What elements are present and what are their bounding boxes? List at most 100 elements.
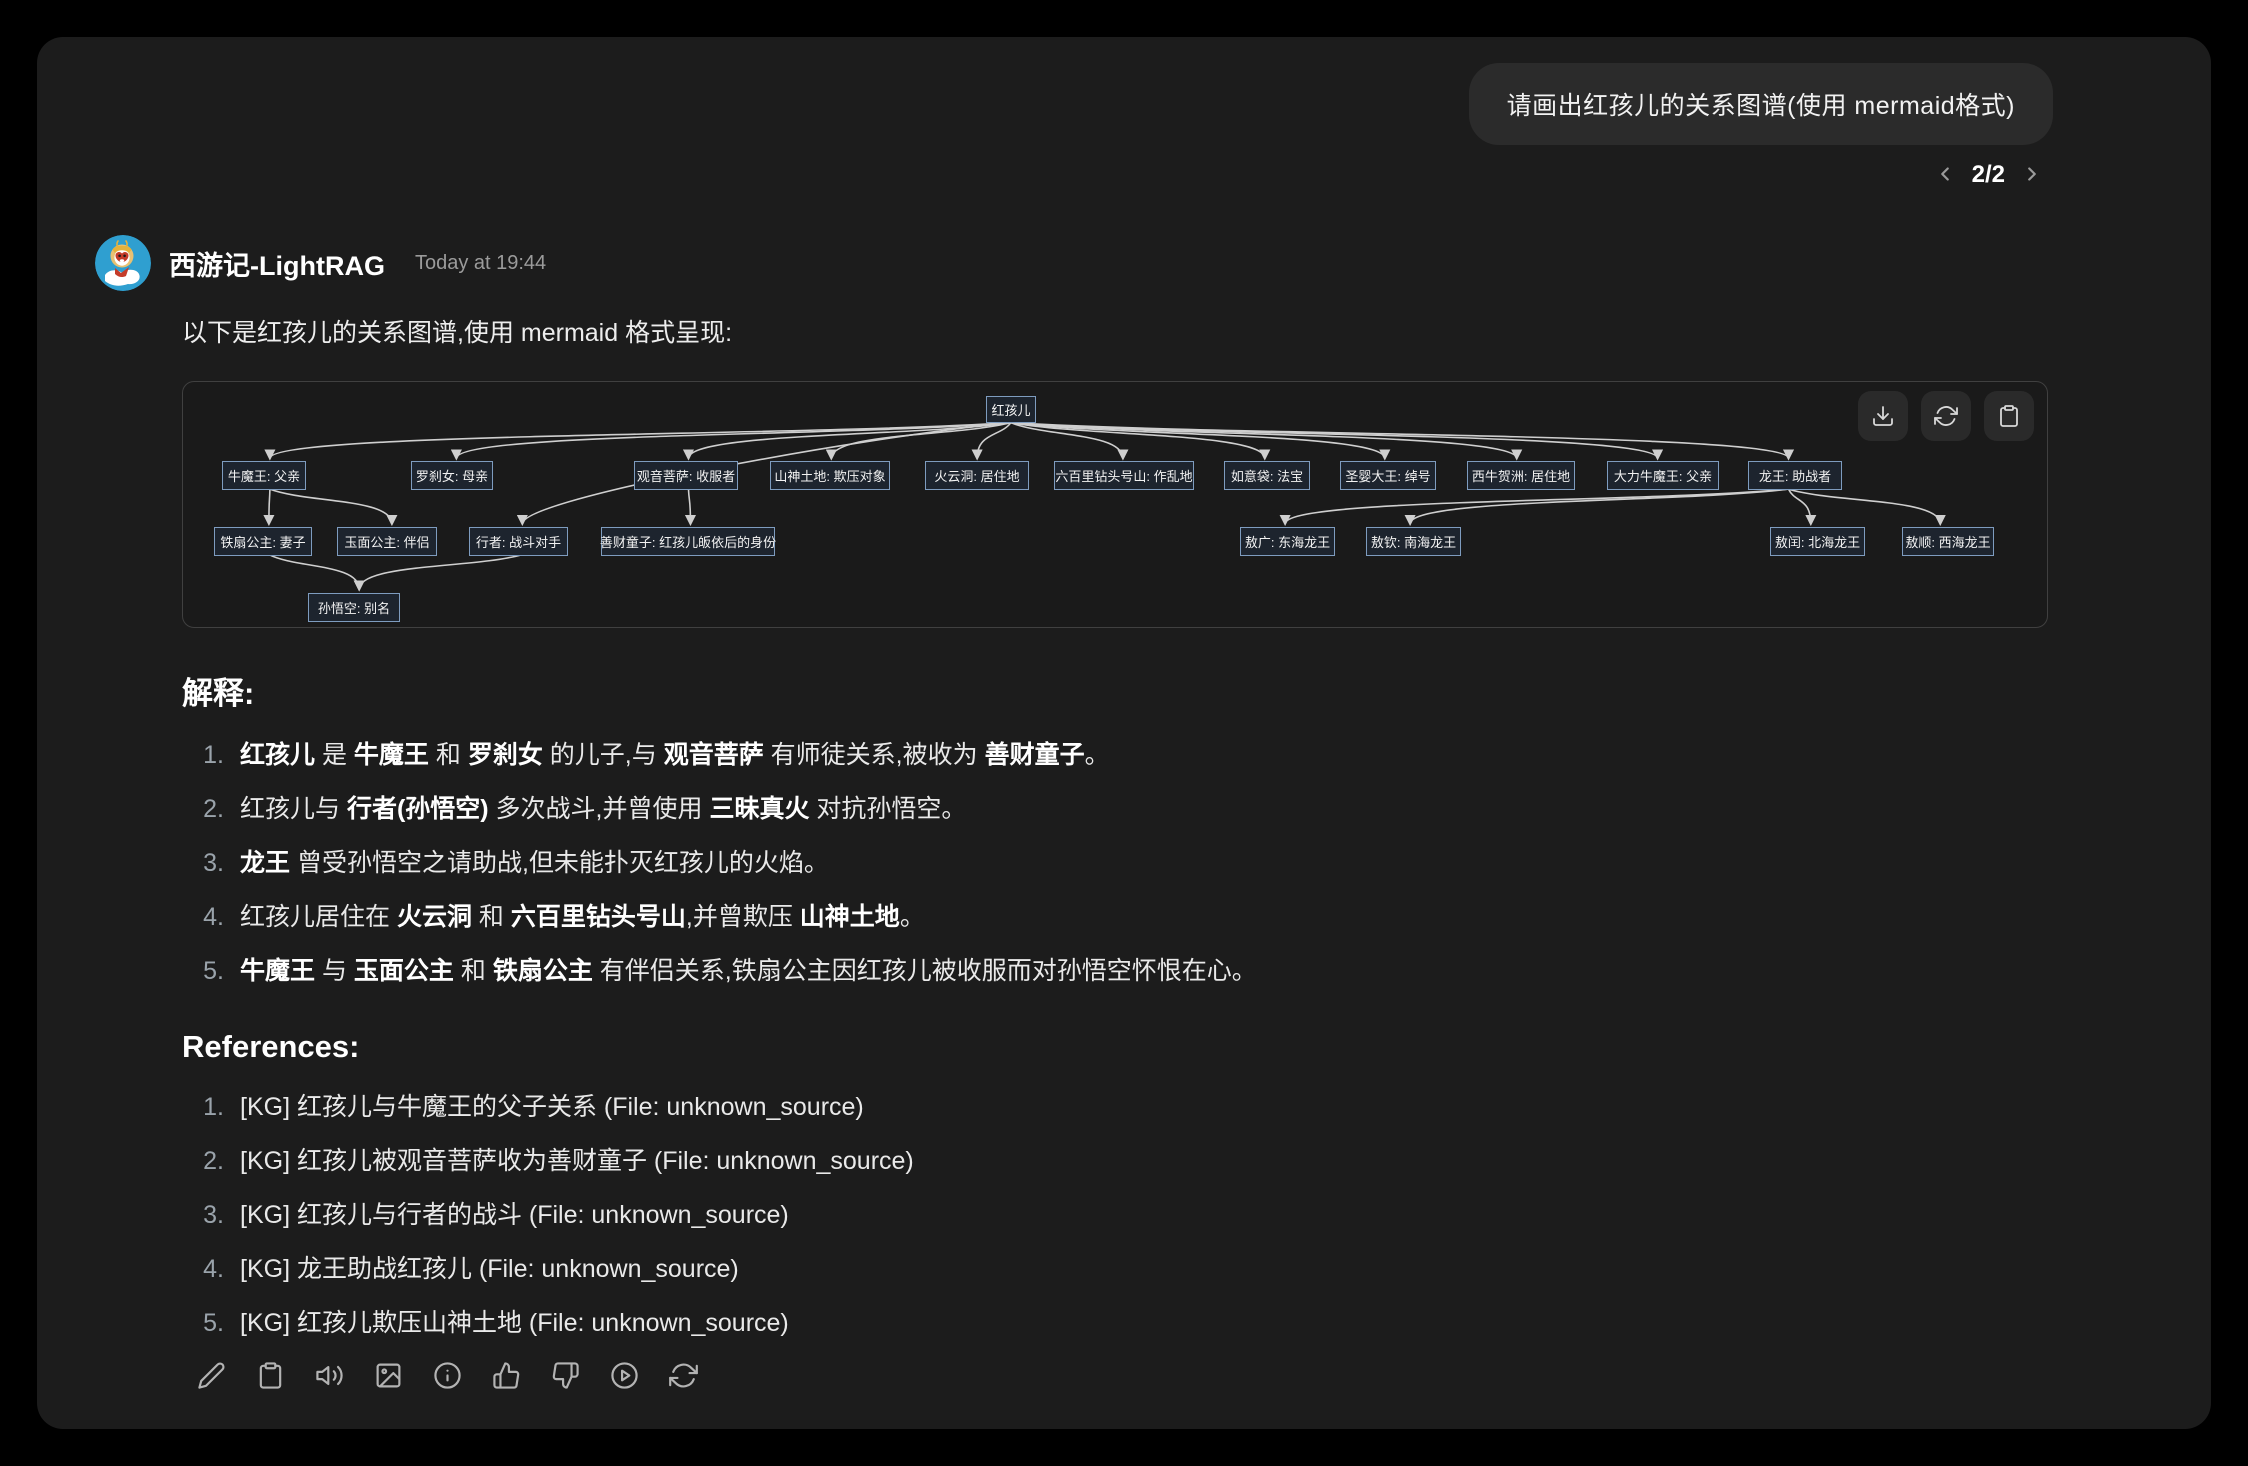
diagram-edge-honghaier-shanshen: [825, 421, 1012, 461]
diagram-edge-niumowang-yumian: [269, 488, 398, 527]
mermaid-diagram-card: 红孩儿 牛魔王: 父亲 罗刹女: 母亲 观音菩萨: 收服者 山神土地: 欺压对象 火云洞:…: [182, 381, 2048, 628]
edit-icon: [197, 1361, 226, 1390]
user-message-row: 请画出红孩儿的关系图谱(使用 mermaid格式): [37, 37, 2211, 145]
speaker-icon: [315, 1361, 344, 1390]
diagram-node-aoshun: 敖顺: 西海龙王: [1902, 527, 1994, 556]
list-number: 3.: [203, 849, 224, 877]
reference-item: 3. [KG] 红孩儿与行者的战斗 (File: unknown_source): [182, 1197, 2051, 1233]
thumbs-up-icon: [492, 1361, 521, 1390]
diagram-edge-longwang-aoqin: [1404, 488, 1789, 527]
diagram-edge-honghaier-longwang: [1010, 421, 1794, 461]
diagram-node-longwang: 龙王: 助战者: [1748, 461, 1842, 490]
diagram-download-button[interactable]: [1858, 391, 1908, 441]
diagram-clipboard-button[interactable]: [1984, 391, 2034, 441]
diagram-edge-honghaier-shengying: [1010, 421, 1391, 461]
diagram-node-sunwukong: 孙悟空: 别名: [308, 593, 400, 622]
regenerate-icon: [668, 1361, 698, 1390]
play-circle-button[interactable]: [608, 1359, 640, 1391]
list-number: 4.: [203, 903, 224, 931]
reference-item: 4. [KG] 龙王助战红孩儿 (File: unknown_source): [182, 1251, 2051, 1287]
reference-item-text: [KG] 龙王助战红孩儿 (File: unknown_source): [240, 1255, 739, 1283]
thumbs-down-button[interactable]: [549, 1359, 581, 1391]
diagram-edge-honghaier-niumowang: [264, 421, 1011, 461]
refresh-icon: [1934, 404, 1958, 428]
diagram-edge-tieshan-sunwukong: [268, 553, 365, 592]
copy-icon: [256, 1361, 285, 1390]
explanation-item-text: 龙王 曾受孙悟空之请助战,但未能扑灭红孩儿的火焰。: [240, 849, 829, 877]
pager-next-button[interactable]: [2019, 162, 2045, 188]
pager-label: 2/2: [1971, 161, 2005, 188]
explanation-item: 5. 牛魔王 与 玉面公主 和 铁扇公主 有伴侣关系,铁扇公主因红孩儿被收服而对孙…: [182, 953, 2051, 989]
list-number: 2.: [203, 1147, 224, 1175]
diagram-node-shancai: 善财童子: 红孩儿皈依后的身份: [600, 527, 776, 556]
explanation-item-text: 牛魔王 与 玉面公主 和 铁扇公主 有伴侣关系,铁扇公主因红孩儿被收服而对孙悟空…: [240, 957, 1257, 985]
explanation-item-text: 红孩儿与 行者(孙悟空) 多次战斗,并曾使用 三昧真火 对抗孙悟空。: [240, 795, 967, 823]
list-number: 1.: [203, 741, 224, 769]
assistant-timestamp: Today at 19:44: [414, 251, 547, 274]
chat-panel: 请画出红孩儿的关系图谱(使用 mermaid格式) 2/2: [37, 37, 2211, 1429]
list-number: 5.: [203, 1309, 224, 1337]
export-image-button[interactable]: [372, 1359, 404, 1391]
explanation-item-text: 红孩儿 是 牛魔王 和 罗刹女 的儿子,与 观音菩萨 有师徒关系,被收为 善财童…: [240, 741, 1110, 769]
explanation-item: 1. 红孩儿 是 牛魔王 和 罗刹女 的儿子,与 观音菩萨 有师徒关系,被收为 善…: [182, 737, 2051, 773]
thumbs-down-icon: [551, 1361, 580, 1390]
diagram-edge-longwang-aorun: [1787, 488, 1817, 527]
chevron-left-icon: [1934, 163, 1956, 188]
list-number: 2.: [203, 795, 224, 823]
diagram-node-yumian: 玉面公主: 伴侣: [337, 527, 437, 556]
list-number: 4.: [203, 1255, 224, 1283]
reference-item: 2. [KG] 红孩儿被观音菩萨收为善财童子 (File: unknown_sou…: [182, 1143, 2051, 1179]
edit-button[interactable]: [195, 1359, 227, 1391]
diagram-node-aorun: 敖闰: 北海龙王: [1770, 527, 1865, 556]
diagram-edge-longwang-aoshun: [1788, 488, 1946, 527]
regenerate-button[interactable]: [667, 1359, 699, 1391]
references-list: 1. [KG] 红孩儿与牛魔王的父子关系 (File: unknown_sourc…: [182, 1089, 2051, 1341]
assistant-intro-text: 以下是红孩儿的关系图谱,使用 mermaid 格式呈现:: [182, 319, 733, 347]
diagram-edge-honghaier-zuantou: [1010, 421, 1129, 461]
message-actions-toolbar: [195, 1359, 2211, 1391]
message-pager: 2/2: [37, 159, 2211, 191]
diagram-node-dali: 大力牛魔王: 父亲: [1607, 461, 1719, 490]
diagram-edge-longwang-aoguang: [1279, 488, 1789, 527]
diagram-node-luochanu: 罗刹女: 母亲: [411, 461, 493, 490]
info-icon: [433, 1361, 462, 1390]
export-image-icon: [374, 1361, 403, 1390]
diagram-node-shanshen: 山神土地: 欺压对象: [770, 461, 890, 490]
explanation-item-text: 红孩儿居住在 火云洞 和 六百里钻头号山,并曾欺压 山神土地。: [240, 903, 925, 931]
user-message-bubble: 请画出红孩儿的关系图谱(使用 mermaid格式): [1468, 63, 2053, 145]
diagram-edges: [263, 421, 1946, 592]
diagram-node-huoyundong: 火云洞: 居住地: [925, 461, 1029, 490]
diagram-edge-xingzhe-sunwukong: [353, 553, 523, 592]
list-number: 1.: [203, 1093, 224, 1121]
chevron-right-icon: [2021, 163, 2043, 188]
reference-item-text: [KG] 红孩儿被观音菩萨收为善财童子 (File: unknown_sourc…: [240, 1147, 914, 1175]
clipboard-icon: [1997, 404, 2021, 428]
speaker-button[interactable]: [313, 1359, 345, 1391]
info-button[interactable]: [431, 1359, 463, 1391]
reference-item: 5. [KG] 红孩儿欺压山神土地 (File: unknown_source): [182, 1305, 2051, 1341]
assistant-name: 西游记-LightRAG: [169, 250, 385, 281]
reference-item-text: [KG] 红孩儿与行者的战斗 (File: unknown_source): [240, 1201, 789, 1229]
diagram-edge-honghaier-xiniu: [1010, 421, 1523, 461]
play-circle-icon: [610, 1361, 639, 1390]
assistant-header: 西游记-LightRAG Today at 19:44: [95, 235, 2211, 291]
list-number: 3.: [203, 1201, 224, 1229]
diagram-refresh-button[interactable]: [1921, 391, 1971, 441]
reference-item-text: [KG] 红孩儿与牛魔王的父子关系 (File: unknown_source): [240, 1093, 864, 1121]
list-number: 5.: [203, 957, 224, 985]
diagram-node-guanyin: 观音菩萨: 收服者: [634, 461, 738, 490]
copy-button[interactable]: [254, 1359, 286, 1391]
assistant-avatar: [95, 235, 151, 291]
diagram-edge-honghaier-luochanu: [450, 421, 1011, 461]
diagram-edge-guanyin-shancai: [684, 489, 697, 527]
thumbs-up-button[interactable]: [490, 1359, 522, 1391]
explanation-heading: 解释:: [182, 676, 255, 711]
diagram-edge-honghaier-guanyin: [683, 421, 1011, 461]
references-heading: References:: [182, 1029, 360, 1064]
diagram-edge-niumowang-tieshan: [263, 489, 275, 527]
pager-prev-button[interactable]: [1932, 162, 1958, 188]
download-icon: [1871, 404, 1895, 428]
explanation-item: 3. 龙王 曾受孙悟空之请助战,但未能扑灭红孩儿的火焰。: [182, 845, 2051, 881]
diagram-node-tieshan: 铁扇公主: 妻子: [214, 527, 312, 556]
diagram-node-aoqin: 敖钦: 南海龙王: [1366, 527, 1461, 556]
